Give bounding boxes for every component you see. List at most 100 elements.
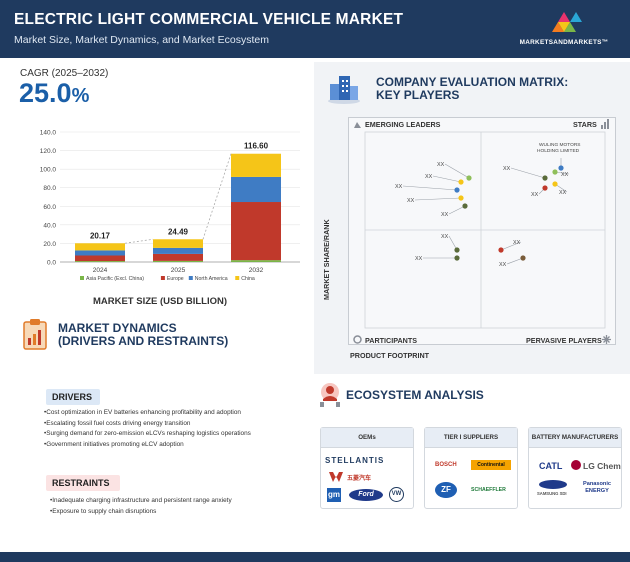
company-dot	[462, 203, 468, 209]
company-label: XX	[441, 234, 449, 240]
company-dot	[458, 195, 464, 201]
buildings-icon	[328, 76, 360, 104]
matrix-title-line2: KEY PLAYERS	[376, 88, 460, 102]
brand-gm: gm	[327, 488, 341, 502]
drivers-label: DRIVERS	[46, 389, 100, 405]
bar-segment	[153, 239, 203, 248]
bar-segment	[75, 255, 125, 262]
legend-swatch	[160, 276, 165, 280]
legend-swatch	[235, 276, 240, 280]
company-label: XX	[561, 172, 569, 178]
leader-line	[500, 241, 522, 251]
card-header: TIER I SUPPLIERS	[425, 428, 517, 448]
company-label: XX	[407, 198, 415, 204]
logo-text: MARKETSANDMARKETS™	[519, 39, 609, 46]
legend-label: Europe	[167, 276, 184, 282]
drivers-list: Cost optimization in EV batteries enhanc…	[44, 408, 251, 450]
restraint-item: Inadequate charging infrastructure and p…	[50, 496, 231, 507]
bar-segment	[75, 250, 125, 256]
restraint-item: Exposure to supply chain disruptions	[50, 507, 232, 518]
brand-lg-chem: LG Chem	[583, 461, 621, 471]
legend-label: Asia Pacific (Excl. China)	[86, 276, 144, 282]
brand-wuling: 五菱汽车	[347, 476, 372, 482]
brand-bosch: BOSCH	[435, 462, 457, 468]
ecosystem-card-oems[interactable]: OEMs STELLANTIS 五菱汽车 gm Ford VW	[320, 427, 414, 509]
card-header: OEMs	[321, 428, 413, 448]
bar-total-label: 20.17	[90, 231, 111, 240]
bar-segment	[231, 260, 281, 262]
bar-total-label: 24.49	[168, 227, 189, 236]
brand-stellantis: STELLANTIS	[325, 456, 385, 465]
ecosystem-card-tier1[interactable]: TIER I SUPPLIERS BOSCH Continental ZF SC…	[424, 427, 518, 509]
bar-segment	[231, 202, 281, 261]
x-tick-label: 2032	[249, 267, 264, 274]
highlight-company-label: WULING MOTORS	[539, 142, 581, 148]
brand-zf: ZF	[435, 482, 457, 498]
bar-segment	[153, 253, 203, 261]
clipboard-icon	[23, 319, 47, 350]
company-dot	[454, 187, 460, 193]
bar-segment	[231, 153, 281, 177]
y-tick-label: 0.0	[47, 260, 56, 267]
company-dot	[520, 255, 526, 261]
company-dot	[454, 247, 460, 253]
driver-item: Surging demand for zero-emission eLCVs r…	[44, 429, 251, 440]
cagr-number: 25.0	[19, 78, 72, 108]
restraints-list: Inadequate charging infrastructure and p…	[50, 496, 232, 518]
company-label: XX	[425, 174, 433, 180]
leader-line	[510, 167, 546, 179]
brand-schaeffler: SCHAEFFLER	[471, 487, 506, 493]
driver-item: Escalating fossil fuel costs driving ene…	[44, 419, 251, 430]
brand-logo[interactable]: MARKETSANDMARKETS™	[514, 10, 614, 50]
leader-line	[432, 175, 462, 183]
company-label: XX	[415, 256, 423, 262]
market-dynamics-title: MARKET DYNAMICS (DRIVERS AND RESTRAINTS)	[58, 322, 228, 348]
bar-segment	[153, 260, 203, 262]
ecosystem-icon	[320, 383, 340, 407]
trend-connector	[202, 153, 232, 240]
x-tick-label: 2025	[171, 267, 186, 274]
matrix-title-line1: COMPANY EVALUATION MATRIX:	[376, 75, 569, 89]
company-label: XX	[503, 166, 511, 172]
quadrant-stars: STARS	[573, 120, 597, 129]
company-label: XX	[441, 212, 449, 218]
company-label: XX	[559, 190, 567, 196]
ecosystem-card-battery[interactable]: BATTERY MANUFACTURERS CATL LG Chem SAMSU…	[528, 427, 622, 509]
company-dot	[552, 181, 558, 187]
page-title: ELECTRIC LIGHT COMMERCIAL VEHICLE MARKET	[14, 11, 404, 28]
matrix-x-axis-label: PRODUCT FOOTPRINT	[350, 351, 430, 360]
stars-icon	[601, 119, 609, 129]
y-tick-label: 100.0	[40, 167, 57, 174]
leader-line	[444, 163, 470, 179]
page-subtitle: Market Size, Market Dynamics, and Market…	[14, 34, 269, 46]
legend-swatch	[188, 276, 193, 280]
leader-line	[448, 235, 458, 251]
footer-bar	[0, 552, 630, 562]
y-tick-label: 60.0	[43, 204, 56, 211]
quadrant-pervasive-players: PERVASIVE PLAYERS	[526, 336, 602, 345]
company-dot	[498, 247, 504, 253]
lg-logo-icon	[571, 460, 581, 470]
brand-samsung-sdi: SAMSUNG SDI	[537, 491, 567, 496]
header-banner: ELECTRIC LIGHT COMMERCIAL VEHICLE MARKET…	[0, 0, 630, 58]
brand-catl: CATL	[539, 461, 563, 471]
cagr-value: 25.0%	[19, 78, 89, 109]
company-label: XX	[499, 262, 507, 268]
company-label: XX	[513, 240, 521, 246]
company-dot	[458, 179, 464, 185]
matrix-grid	[348, 117, 616, 345]
driver-item: Cost optimization in EV batteries enhanc…	[44, 408, 251, 419]
legend-label: North America	[195, 276, 228, 282]
quadrant-participants: PARTICIPANTS	[365, 336, 418, 345]
leader-line	[448, 205, 466, 215]
card-header: BATTERY MANUFACTURERS	[529, 428, 621, 448]
y-tick-label: 80.0	[43, 185, 56, 192]
brand-continental: Continental	[471, 460, 511, 470]
bar-segment	[231, 176, 281, 203]
company-label: XX	[437, 162, 445, 168]
company-label: XX	[395, 184, 403, 190]
emerging-leaders-icon	[354, 122, 361, 128]
market-size-chart: 140.0 120.0 100.0 80.0 60.0 40.0 20.0 0.0 20.17 2…	[40, 130, 300, 282]
leader-line	[506, 257, 524, 265]
driver-item: Government initiatives promoting eLCV ad…	[44, 440, 251, 451]
